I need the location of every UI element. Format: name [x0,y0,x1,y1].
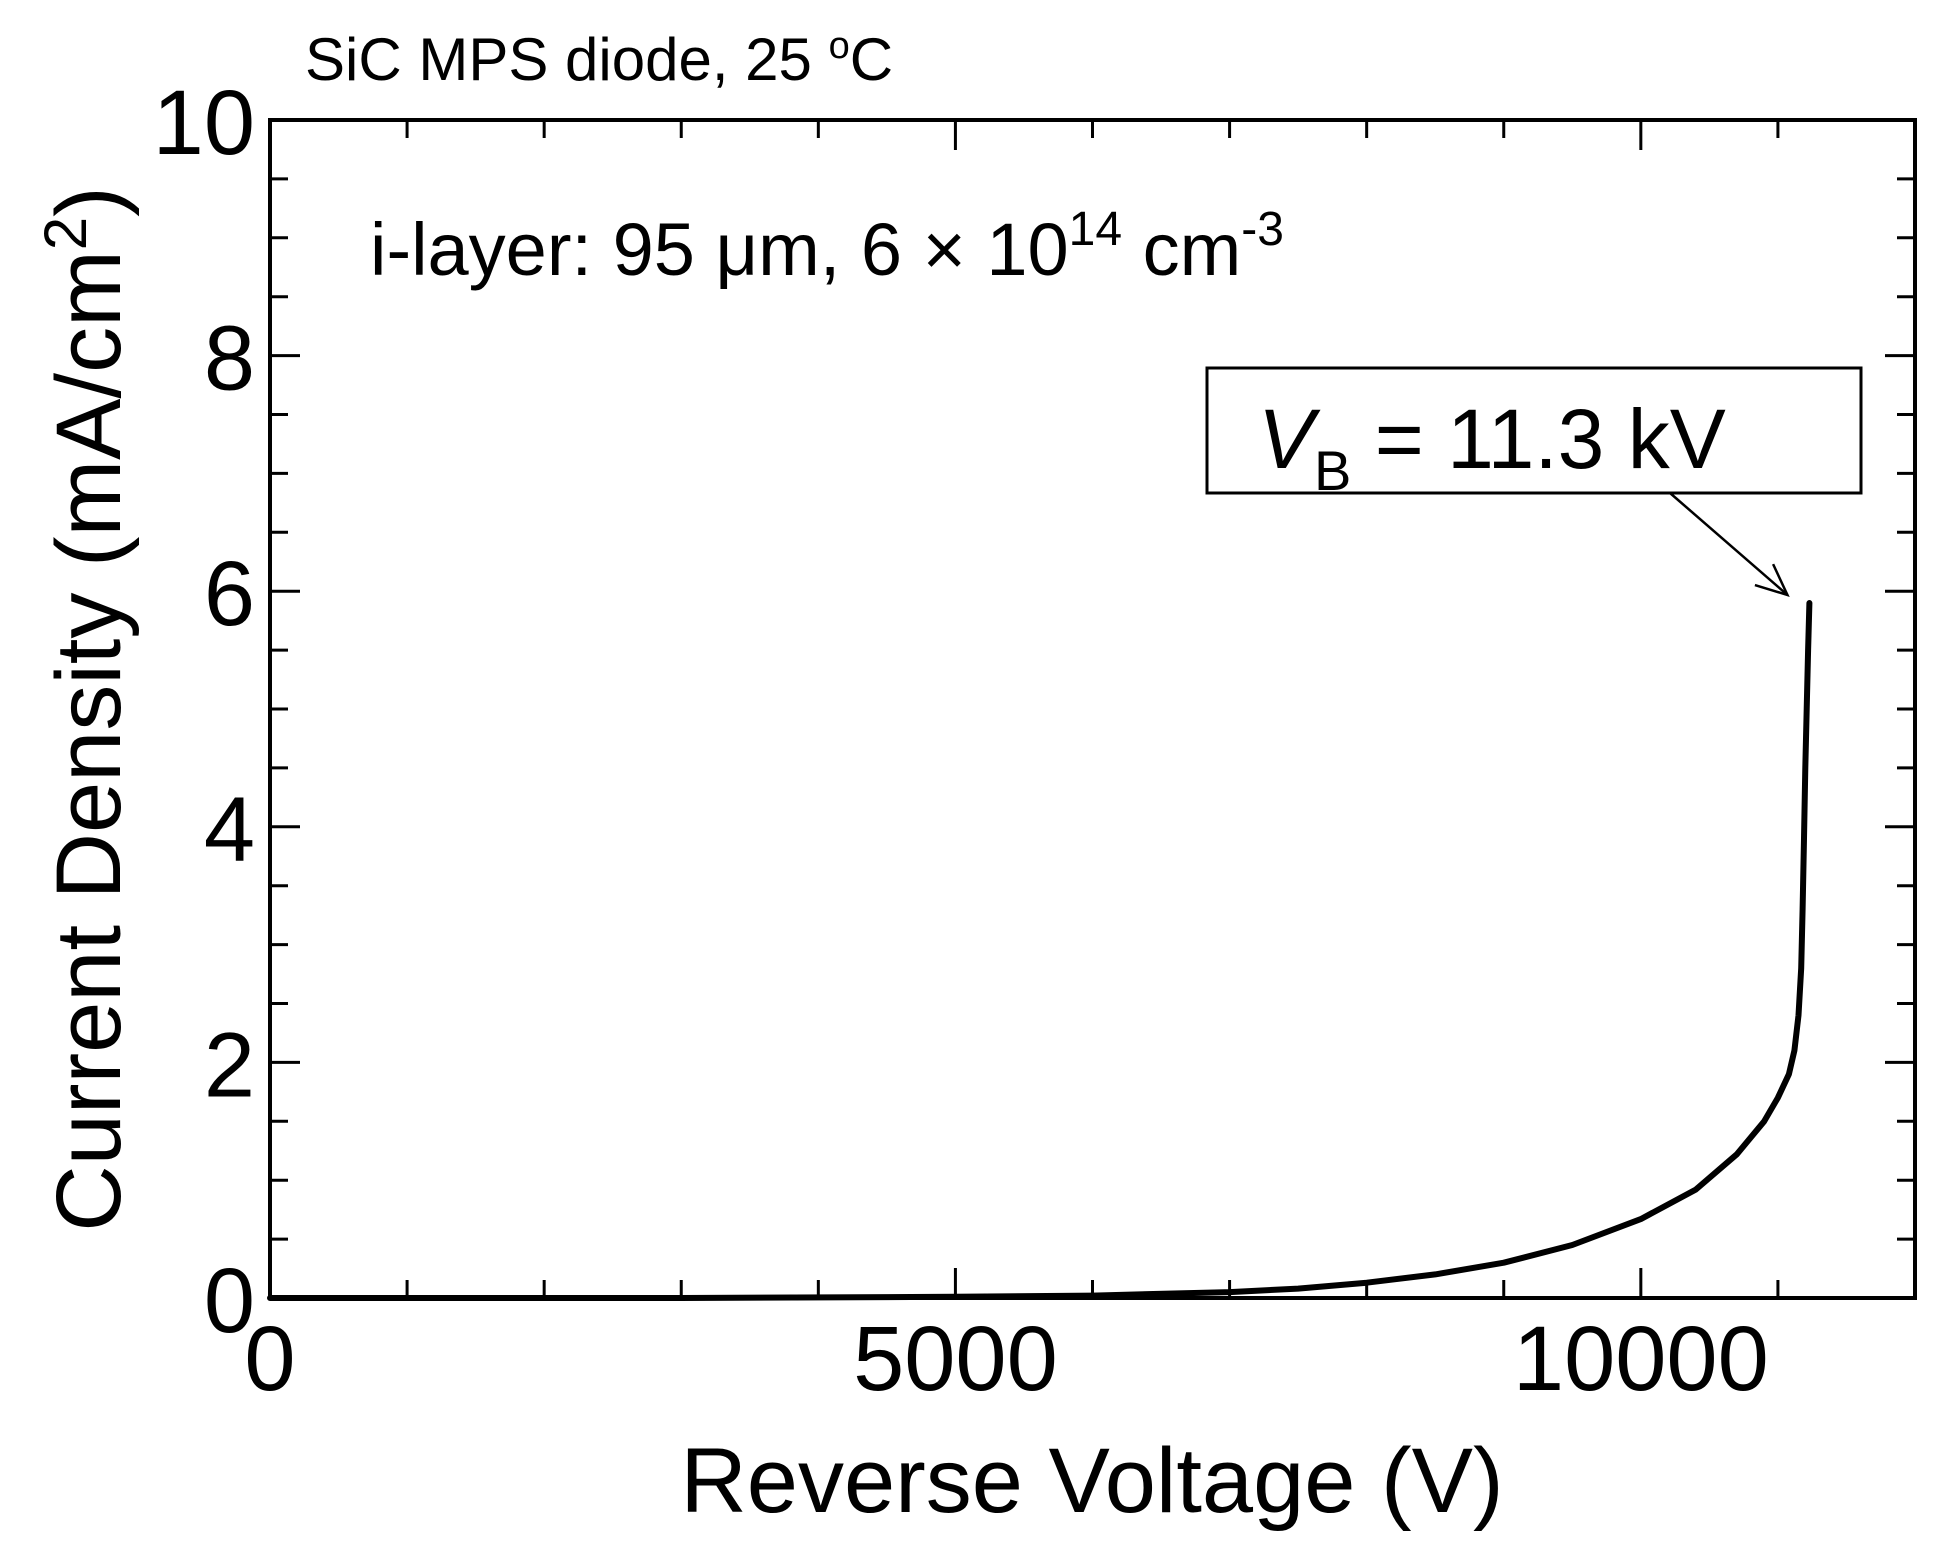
callout-box [1205,366,1863,495]
y-axis-label: Current Density (mA/cm2) [32,186,140,1232]
annotation-exp2: -3 [1241,203,1284,256]
y-tick-label: 6 [204,543,255,645]
plot-frame [268,118,1917,1300]
x-tick-label: 0 [244,1308,295,1410]
y-axis-label-sup: 2 [32,217,99,250]
i-layer-annotation: i-layer: 95 μm, 6 × 1014 cm-3 [370,203,1284,291]
callout-v: V [1258,392,1321,486]
x-axis-label: Reverse Voltage (V) [680,1430,1503,1532]
chart-title: SiC MPS diode, 25 oC [305,25,893,93]
y-tick-label: 10 [153,72,255,174]
chart-title-degree: o [829,25,850,67]
callout-arrow [1669,492,1789,596]
y-tick-label: 0 [204,1250,255,1352]
annotation-main: i-layer: 95 μm, 6 × 10 [370,208,1069,291]
callout-sub: B [1314,439,1351,502]
x-tick-label: 5000 [853,1308,1058,1410]
y-tick-labels: 0 2 4 6 8 10 [153,72,255,1352]
callout-value: = 11.3 kV [1351,392,1725,486]
annotation-mid: cm [1122,208,1241,291]
y-tick-label: 4 [204,779,255,881]
callout-arrowhead [1754,563,1790,597]
chart-title-tail: C [850,26,893,93]
y-tick-label: 8 [204,308,255,410]
x-tick-label: 10000 [1513,1308,1769,1410]
callout-label: VB = 11.3 kV [1258,392,1726,502]
y-tick-label: 2 [204,1014,255,1116]
axis-ticks [268,118,1917,1300]
series-line [267,600,1813,1301]
chart-title-main: SiC MPS diode, 25 [305,26,829,93]
x-tick-labels: 0 5000 10000 [244,1308,1768,1410]
y-axis-label-tail: ) [38,186,140,217]
annotation-exp1: 14 [1069,203,1122,256]
y-axis-label-main: Current Density (mA/cm [38,250,140,1232]
